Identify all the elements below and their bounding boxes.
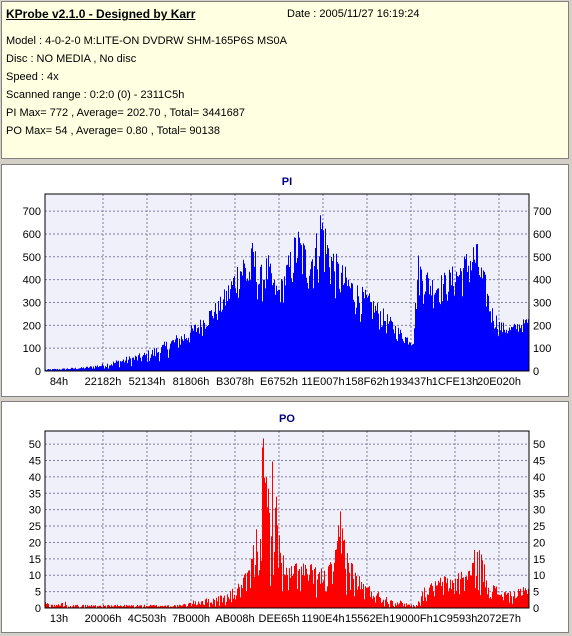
y-tick-label-left: 5 [35,587,41,599]
x-tick-label: AB008h [215,613,254,625]
x-tick-label: 81806h [173,376,210,388]
pi-chart: PI 0 0 100 100 200 200 300 300 400 400 500 500 600 600… [23,176,552,388]
y-tick-label-left: 700 [23,206,41,218]
chart-title: PI [282,176,292,188]
po-chart-panel: PO 0 0 5 5 10 10 15 15 20 20 25 25 30 30 35 35 40 40 45 45 50… [1,401,569,633]
info-panel: KProbe v2.1.0 - Designed by Karr Date : … [1,1,569,159]
y-tick-label-left: 40 [29,472,41,484]
y-tick-label-left: 0 [35,366,41,378]
y-tick-label-right: 500 [533,252,551,264]
y-tick-label-right: 5 [533,587,539,599]
y-tick-label-left: 15 [29,554,41,566]
disc-info: Disc : NO MEDIA , No disc [6,53,137,65]
y-tick-label-right: 45 [533,456,545,468]
scanned-range: Scanned range : 0:2:0 (0) - 2311C5h [6,89,185,101]
plot-border [44,430,530,609]
x-tick-label: E6752h [260,376,298,388]
x-tick-label: 2072E7h [477,613,521,625]
y-tick-label-right: 200 [533,320,551,332]
y-tick-label-left: 30 [29,505,41,517]
x-tick-label: 1C9593h [433,613,478,625]
y-tick-label-right: 25 [533,521,545,533]
y-tick-label-right: 100 [533,343,551,355]
y-tick-label-right: 50 [533,439,545,451]
y-tick-label-left: 20 [29,537,41,549]
y-tick-label-right: 15 [533,554,545,566]
pi-summary: PI Max= 772 , Average= 202.70 , Total= 3… [6,107,246,119]
x-tick-label: 13h [50,613,68,625]
y-tick-label-right: 700 [533,206,551,218]
x-tick-label: 1190E4h [301,613,344,625]
y-tick-label-right: 35 [533,488,545,500]
x-tick-label: B3078h [216,376,254,388]
x-tick-label: 193437h [390,376,433,388]
x-tick-label: 22182h [85,376,122,388]
y-tick-label-right: 600 [533,229,551,241]
x-tick-label: 15562Eh [345,613,389,625]
plot-border [44,193,530,372]
y-tick-label-right: 0 [533,366,539,378]
y-tick-label-right: 20 [533,537,545,549]
app-title: KProbe v2.1.0 - Designed by Karr [6,7,196,21]
x-tick-label: 11E007h [301,376,344,388]
y-tick-label-left: 0 [35,603,41,615]
y-tick-label-left: 600 [23,229,41,241]
x-tick-label: DEE65h [259,613,300,625]
y-tick-label-left: 45 [29,456,41,468]
y-tick-label-left: 300 [23,297,41,309]
y-tick-label-right: 400 [533,275,551,287]
y-tick-label-left: 500 [23,252,41,264]
po-chart: PO 0 0 5 5 10 10 15 15 20 20 25 25 30 30 35 35 40 40 45 45 50… [29,413,546,625]
y-tick-label-right: 300 [533,297,551,309]
y-tick-label-right: 40 [533,472,545,484]
y-tick-label-left: 100 [23,343,41,355]
y-tick-label-right: 30 [533,505,545,517]
y-tick-label-left: 400 [23,275,41,287]
x-tick-label: 4C503h [128,613,167,625]
pi-chart-panel: PI 0 0 100 100 200 200 300 300 400 400 500 500 600 600… [1,164,569,397]
x-tick-label: 158F62h [345,376,388,388]
drive-model: Model : 4-0-2-0 M:LITE-ON DVDRW SHM-165P… [6,35,287,47]
x-tick-label: 84h [50,376,68,388]
x-tick-label: 19000Fh [389,613,432,625]
x-tick-label: 20006h [85,613,122,625]
y-tick-label-left: 50 [29,439,41,451]
y-tick-label-left: 10 [29,570,41,582]
x-tick-label: 7B000h [172,613,210,625]
x-tick-label: 52134h [129,376,166,388]
y-tick-label-right: 0 [533,603,539,615]
speed-info: Speed : 4x [6,71,59,83]
y-tick-label-left: 200 [23,320,41,332]
chart-title: PO [279,413,295,425]
y-tick-label-left: 25 [29,521,41,533]
x-tick-label: 20E020h [477,376,521,388]
po-summary: PO Max= 54 , Average= 0.80 , Total= 9013… [6,125,220,137]
y-tick-label-left: 35 [29,488,41,500]
scan-date: Date : 2005/11/27 16:19:24 [287,8,420,20]
x-tick-label: 1CFE13h [432,376,478,388]
y-tick-label-right: 10 [533,570,545,582]
